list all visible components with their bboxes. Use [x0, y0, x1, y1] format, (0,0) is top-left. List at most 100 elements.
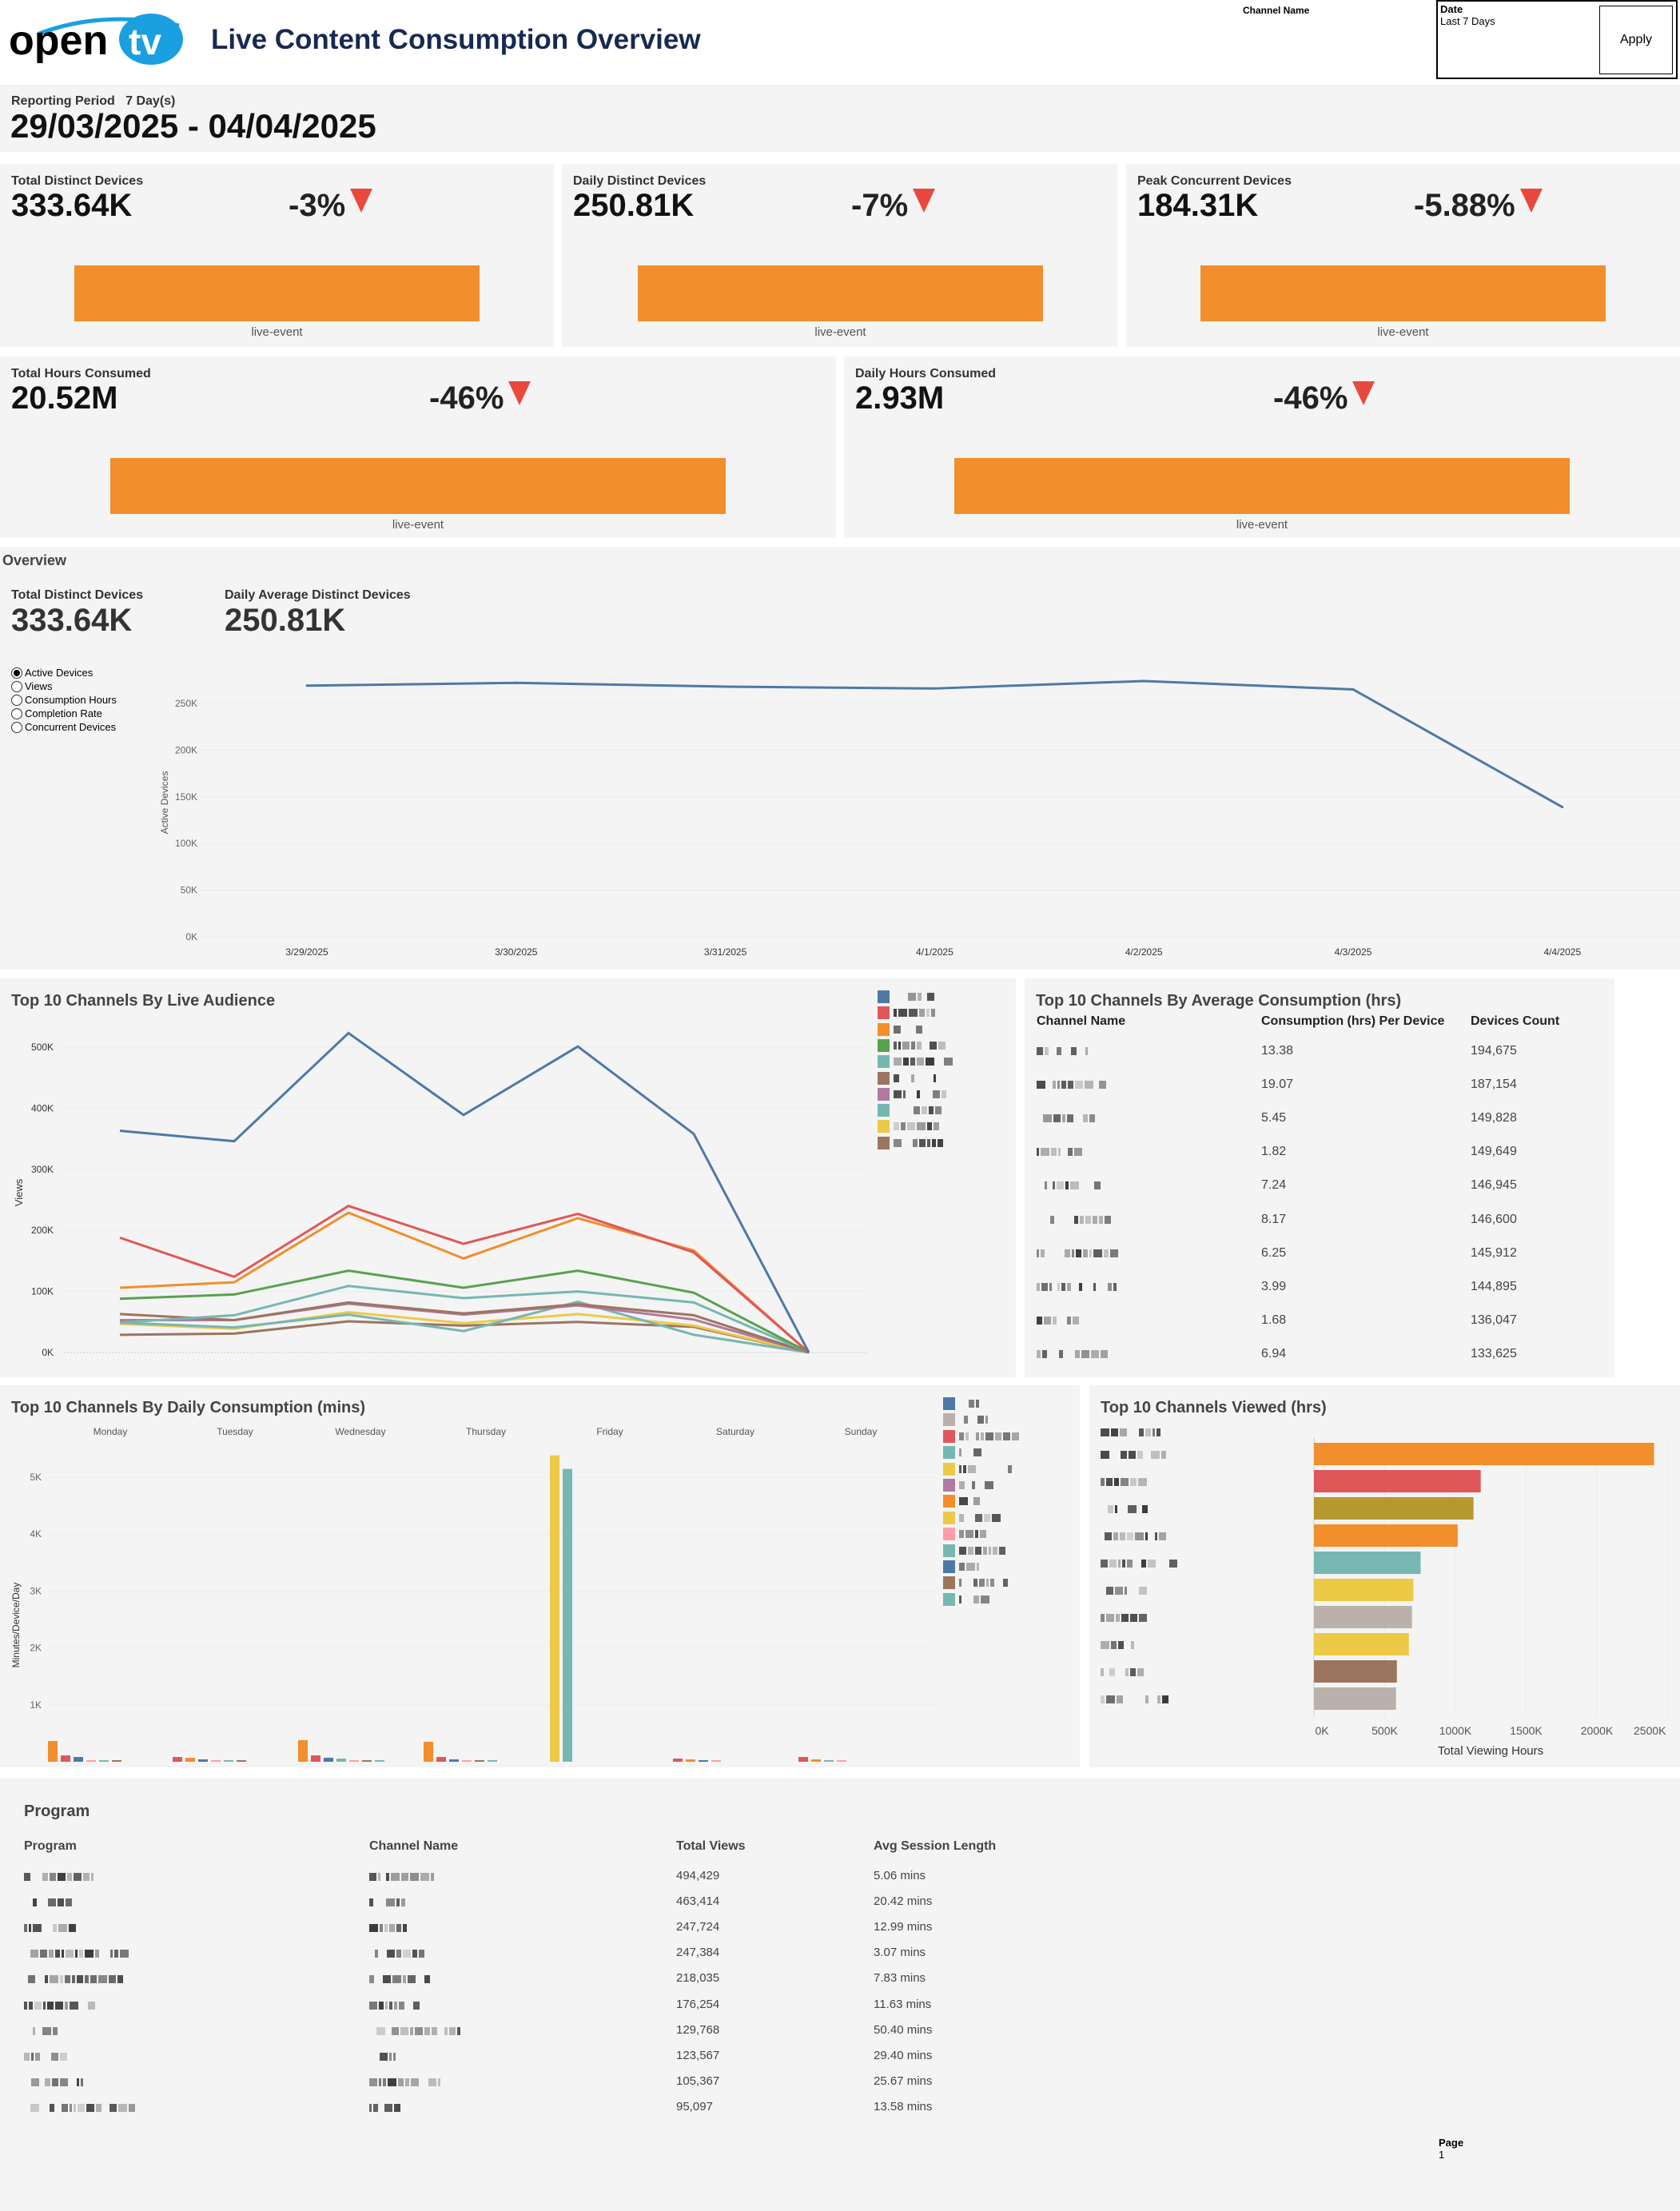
legend-item[interactable] [878, 990, 934, 1004]
legend-item[interactable] [943, 1445, 981, 1460]
program-name-cell [24, 1897, 72, 1908]
legend-item[interactable] [943, 1544, 1005, 1558]
kpi-bar[interactable] [638, 265, 1043, 321]
program-name-cell [24, 2051, 67, 2062]
col-header-consumption[interactable]: Consumption (hrs) Per Device [1261, 1014, 1445, 1028]
legend-item[interactable] [943, 1396, 979, 1411]
kpi-change-value: -46% [1273, 380, 1348, 416]
bar [488, 1760, 497, 1762]
legend-item[interactable] [943, 1527, 986, 1541]
kpi-bar[interactable] [954, 458, 1570, 514]
legend-item[interactable] [878, 1087, 946, 1102]
date-filter[interactable]: Date Last 7 Days Apply [1436, 0, 1678, 79]
x-tick-label: 4/1/2025 [916, 946, 953, 958]
consumption-cell: 5.45 [1261, 1111, 1287, 1125]
channel-name-cell [369, 2000, 426, 2011]
kpi-bar[interactable] [74, 265, 480, 321]
col-header-channel-name[interactable]: Channel Name [369, 1839, 459, 1853]
avg-session-cell: 50.40 mins [874, 2022, 933, 2037]
legend-label [894, 1056, 953, 1067]
kpi-bar[interactable] [110, 458, 726, 514]
kpi-bar[interactable] [1200, 265, 1606, 321]
legend-item[interactable] [943, 1511, 1001, 1525]
logo-graphic: open tv [9, 14, 183, 65]
legend-item[interactable] [878, 1136, 943, 1150]
overview-total-label: Total Distinct Devices [11, 588, 144, 602]
channel-name-cell [369, 1871, 434, 1882]
legend-swatch [878, 1071, 890, 1085]
x-tick-label: 2500K [1634, 1724, 1666, 1737]
avg-session-cell: 25.67 mins [874, 2074, 933, 2088]
legend-item[interactable] [943, 1592, 989, 1607]
radio-views[interactable]: Views [11, 679, 117, 693]
legend-swatch [878, 990, 890, 1003]
bar [1314, 1579, 1414, 1601]
legend-item[interactable] [878, 1006, 935, 1020]
program-name-cell [24, 2026, 58, 2037]
day-header: Thursday [466, 1426, 506, 1437]
col-header-devices[interactable]: Devices Count [1471, 1014, 1560, 1028]
legend-item[interactable] [878, 1071, 936, 1086]
devices-count-cell: 146,600 [1471, 1212, 1517, 1226]
x-tick-label: 3/31/2025 [704, 946, 747, 958]
channel-name-cell [369, 2026, 460, 2037]
x-tick-label: 3/29/2025 [285, 946, 328, 958]
radio-concurrent-devices[interactable]: Concurrent Devices [11, 720, 117, 734]
day-header: Sunday [845, 1426, 878, 1437]
page-number[interactable]: 1 [1439, 2149, 1445, 2161]
radio-label: Completion Rate [25, 707, 102, 719]
kpi-value: 184.31K [1137, 188, 1259, 223]
legend-item[interactable] [943, 1462, 1012, 1476]
bar [436, 1757, 446, 1762]
channel-name-cell [369, 2102, 400, 2113]
channels-viewed-title: Top 10 Channels Viewed (hrs) [1101, 1399, 1327, 1416]
avg-session-cell: 13.58 mins [874, 2099, 933, 2113]
radio-active-devices[interactable]: Active Devices [11, 666, 117, 679]
channel-name-cell [369, 2077, 440, 2088]
col-header-channel[interactable]: Channel Name [1037, 1014, 1126, 1028]
channel-name-filter-label[interactable]: Channel Name [1243, 5, 1310, 16]
total-views-cell: 129,768 [676, 2022, 720, 2037]
legend-label [959, 1414, 988, 1425]
radio-completion-rate[interactable]: Completion Rate [11, 707, 117, 720]
bar [362, 1760, 372, 1762]
kpi-change-value: -46% [429, 380, 504, 416]
legend-item[interactable] [878, 1022, 922, 1037]
col-header-avg-session[interactable]: Avg Session Length [874, 1839, 997, 1853]
legend-label [959, 1480, 1001, 1491]
total-views-cell: 494,429 [676, 1869, 720, 1882]
legend-label [894, 1040, 945, 1051]
x-tick-label: 3/30/2025 [495, 946, 538, 958]
radio-consumption-hours[interactable]: Consumption Hours [11, 693, 117, 707]
legend-swatch [943, 1397, 955, 1410]
data-point [724, 685, 727, 688]
date-filter-value[interactable]: Last 7 Days [1440, 15, 1495, 27]
legend-item[interactable] [878, 1103, 942, 1117]
legend-label [959, 1545, 1005, 1556]
legend-item[interactable] [943, 1576, 1008, 1590]
legend-item[interactable] [878, 1038, 945, 1053]
bar [298, 1739, 308, 1762]
legend-item[interactable] [943, 1412, 988, 1427]
consumption-cell: 1.82 [1261, 1145, 1287, 1159]
apply-button[interactable]: Apply [1599, 6, 1673, 74]
bar [185, 1758, 195, 1762]
channel-label [1101, 1531, 1166, 1542]
legend-item[interactable] [943, 1429, 1019, 1444]
col-header-total-views[interactable]: Total Views [676, 1839, 746, 1853]
legend-item[interactable] [943, 1560, 979, 1574]
legend-item[interactable] [943, 1494, 980, 1508]
total-views-cell: 95,097 [676, 2099, 713, 2113]
radio-icon [11, 707, 22, 719]
legend-item[interactable] [943, 1478, 993, 1492]
bar [462, 1760, 472, 1762]
bar [811, 1759, 821, 1762]
data-point [1142, 679, 1145, 683]
logo-tv: tv [129, 21, 161, 62]
col-header-program[interactable]: Program [24, 1839, 77, 1853]
channel-name-cell [1037, 1046, 1088, 1057]
legend-item[interactable] [878, 1119, 939, 1133]
legend-item[interactable] [878, 1054, 953, 1069]
legend-label [959, 1512, 1001, 1524]
kpi-value: 333.64K [11, 188, 133, 223]
